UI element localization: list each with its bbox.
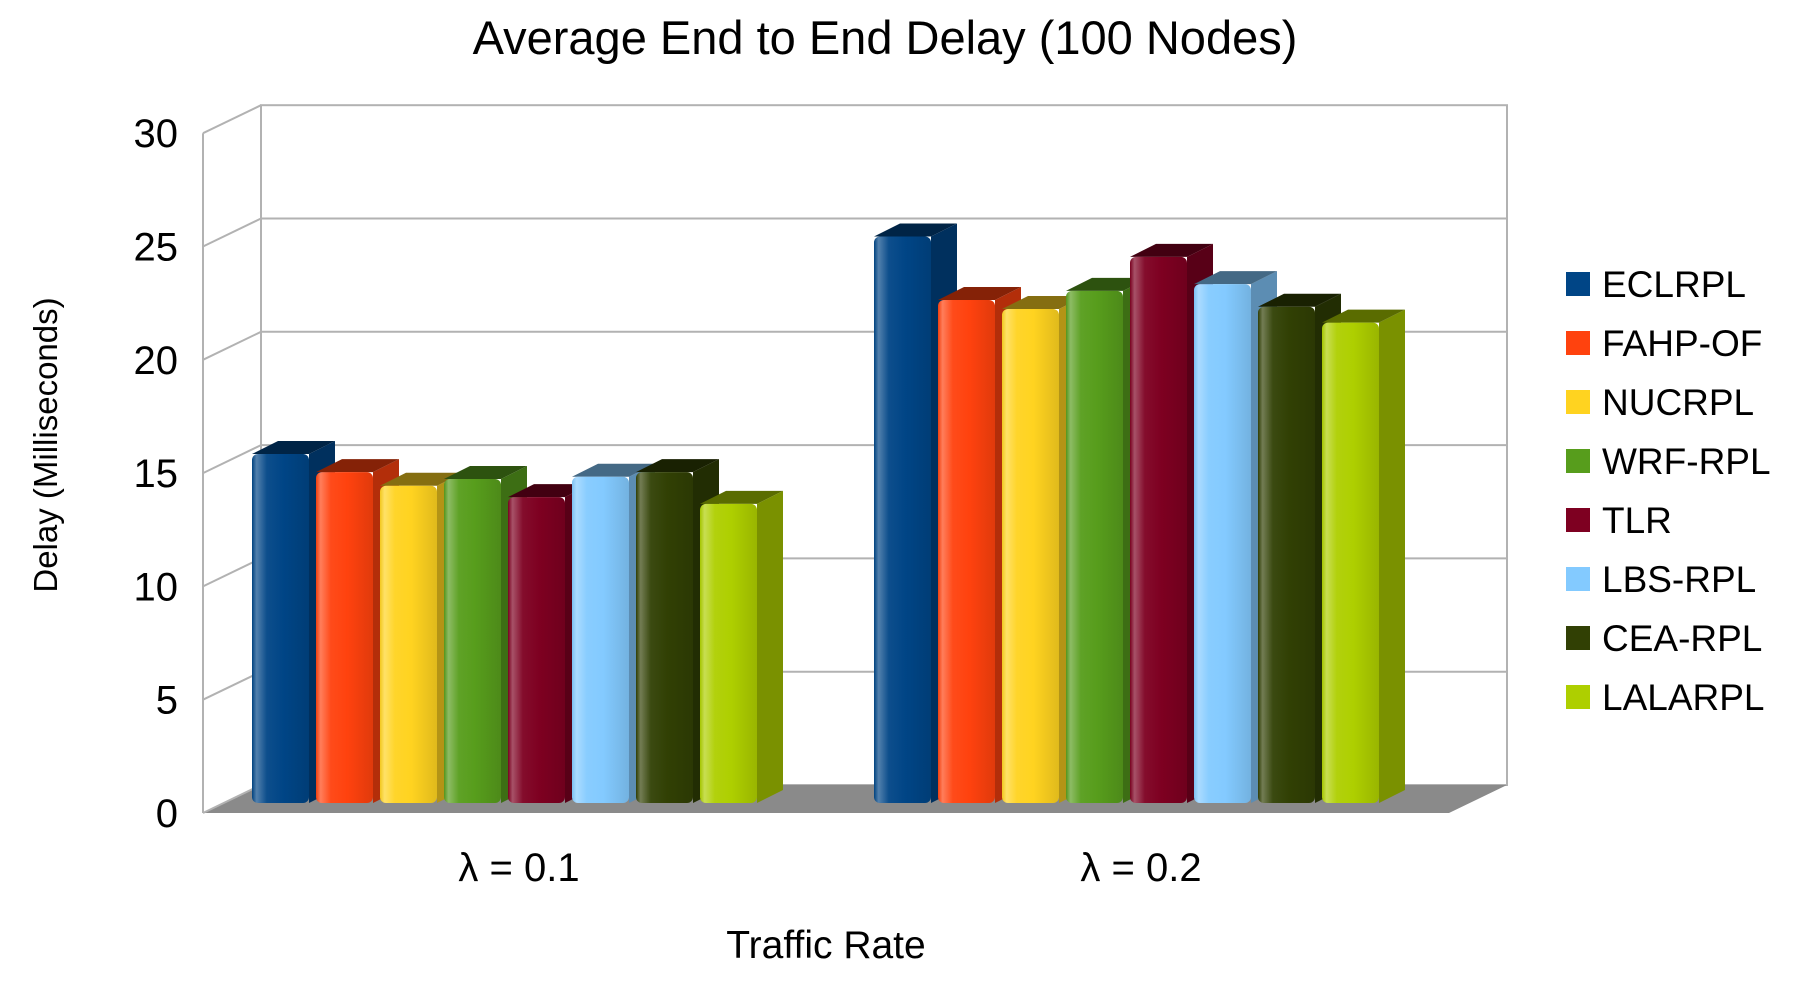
bar-front-face <box>1130 256 1187 803</box>
legend-item-lalarpl: LALARPL <box>1566 678 1765 716</box>
bar-top-face <box>1258 293 1341 307</box>
legend-label-cea-rpl: CEA-RPL <box>1602 617 1763 659</box>
bar-front-face <box>636 472 693 803</box>
bar-front-face <box>1194 284 1251 803</box>
bar-front-face <box>1066 290 1123 803</box>
bar-top-face <box>444 465 527 479</box>
bar-front-face <box>1002 309 1059 803</box>
legend-item-tlr: TLR <box>1566 501 1672 539</box>
legend-item-nucrpl: NUCRPL <box>1566 383 1754 421</box>
x-axis-title: Traffic Rate <box>726 924 926 967</box>
bar-top-face <box>508 484 591 498</box>
bar-side-face <box>1379 309 1405 803</box>
bar-top-face <box>380 472 463 486</box>
legend-label-nucrpl: NUCRPL <box>1602 381 1755 423</box>
y-tick-label-0: 0 <box>156 792 178 836</box>
legend-item-lbs-rpl: LBS-RPL <box>1566 560 1756 598</box>
bar-front-face <box>874 236 931 803</box>
bar-top-face <box>316 459 399 473</box>
bar-top-face <box>1130 243 1213 257</box>
bar-front-face <box>444 478 501 803</box>
y-tick-label-30: 30 <box>134 112 179 156</box>
bar-top-face <box>1322 309 1405 323</box>
side-gridline-25 <box>202 217 262 248</box>
bar-lalarpl-group2 <box>1322 309 1405 803</box>
bar-top-face <box>1194 271 1277 285</box>
bar-lalarpl-group1 <box>700 490 783 803</box>
bar-front-face <box>700 503 757 803</box>
y-tick-label-10: 10 <box>134 565 179 609</box>
bar-top-face <box>636 459 719 473</box>
bar-top-face <box>572 463 655 477</box>
legend-item-eclrpl: ECLRPL <box>1566 265 1746 303</box>
side-gridline-10 <box>202 557 262 588</box>
bar-top-face <box>938 286 1021 300</box>
y-tick-label-5: 5 <box>156 679 178 723</box>
bar-front-face <box>316 472 373 803</box>
legend-label-lbs-rpl: LBS-RPL <box>1602 558 1757 600</box>
legend: ECLRPL FAHP-OF NUCRPL WRF-RPL TLR LBS-RPL CEA-… <box>1566 0 1801 984</box>
legend-swatch-nucrpl <box>1566 390 1590 414</box>
legend-label-eclrpl: ECLRPL <box>1602 263 1746 305</box>
bar-front-face <box>508 497 565 803</box>
legend-label-tlr: TLR <box>1602 499 1672 541</box>
legend-swatch-wrf-rpl <box>1566 449 1590 473</box>
bar-top-face <box>1066 277 1149 291</box>
legend-swatch-fahp-of <box>1566 331 1590 355</box>
bar-front-face <box>1322 322 1379 803</box>
bar-top-face <box>700 490 783 504</box>
x-category-label-1: λ = 0.1 <box>458 846 579 890</box>
legend-swatch-cea-rpl <box>1566 626 1590 650</box>
legend-label-lalarpl: LALARPL <box>1602 676 1765 718</box>
side-gridline-15 <box>202 444 262 475</box>
legend-swatch-lalarpl <box>1566 685 1590 709</box>
legend-label-wrf-rpl: WRF-RPL <box>1602 440 1771 482</box>
bar-front-face <box>572 476 629 803</box>
bar-front-face <box>938 299 995 803</box>
bar-front-face <box>252 454 309 803</box>
legend-item-cea-rpl: CEA-RPL <box>1566 619 1762 657</box>
legend-swatch-eclrpl <box>1566 272 1590 296</box>
side-gridline-20 <box>202 330 262 361</box>
bar-side-face <box>757 490 783 803</box>
legend-item-fahp-of: FAHP-OF <box>1566 324 1762 362</box>
bar-top-face <box>874 223 957 237</box>
y-tick-label-15: 15 <box>134 452 179 496</box>
x-category-label-2: λ = 0.2 <box>1080 846 1201 890</box>
y-tick-label-25: 25 <box>134 226 179 270</box>
bar-top-face <box>1002 296 1085 310</box>
legend-swatch-tlr <box>1566 508 1590 532</box>
bar-front-face <box>1258 306 1315 803</box>
bar-top-face <box>252 441 335 455</box>
y-tick-label-20: 20 <box>134 339 179 383</box>
side-gridline-0 <box>202 784 262 814</box>
legend-swatch-lbs-rpl <box>1566 567 1590 591</box>
bar-front-face <box>380 485 437 803</box>
legend-item-wrf-rpl: WRF-RPL <box>1566 442 1771 480</box>
chart-title: Average End to End Delay (100 Nodes) <box>472 11 1298 64</box>
side-gridline-30 <box>202 104 262 135</box>
side-gridline-5 <box>202 670 262 701</box>
legend-label-fahp-of: FAHP-OF <box>1602 322 1763 364</box>
